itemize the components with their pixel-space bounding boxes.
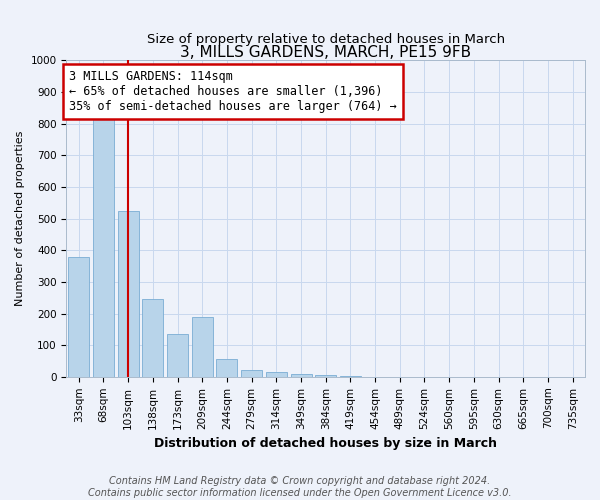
Bar <box>290 374 311 377</box>
Bar <box>340 376 361 377</box>
Bar <box>142 300 163 377</box>
Bar <box>93 114 114 377</box>
Bar <box>118 210 139 377</box>
Y-axis label: Number of detached properties: Number of detached properties <box>15 131 25 306</box>
Bar <box>241 370 262 377</box>
X-axis label: Distribution of detached houses by size in March: Distribution of detached houses by size … <box>154 437 497 450</box>
Bar <box>167 334 188 377</box>
Bar <box>68 256 89 377</box>
Bar <box>217 360 238 377</box>
Bar <box>315 375 336 377</box>
Bar <box>192 316 213 377</box>
Text: Size of property relative to detached houses in March: Size of property relative to detached ho… <box>146 33 505 46</box>
Text: 3 MILLS GARDENS: 114sqm
← 65% of detached houses are smaller (1,396)
35% of semi: 3 MILLS GARDENS: 114sqm ← 65% of detache… <box>69 70 397 113</box>
Text: Contains HM Land Registry data © Crown copyright and database right 2024.
Contai: Contains HM Land Registry data © Crown c… <box>88 476 512 498</box>
Title: 3, MILLS GARDENS, MARCH, PE15 9FB: 3, MILLS GARDENS, MARCH, PE15 9FB <box>180 46 471 60</box>
Bar <box>266 372 287 377</box>
